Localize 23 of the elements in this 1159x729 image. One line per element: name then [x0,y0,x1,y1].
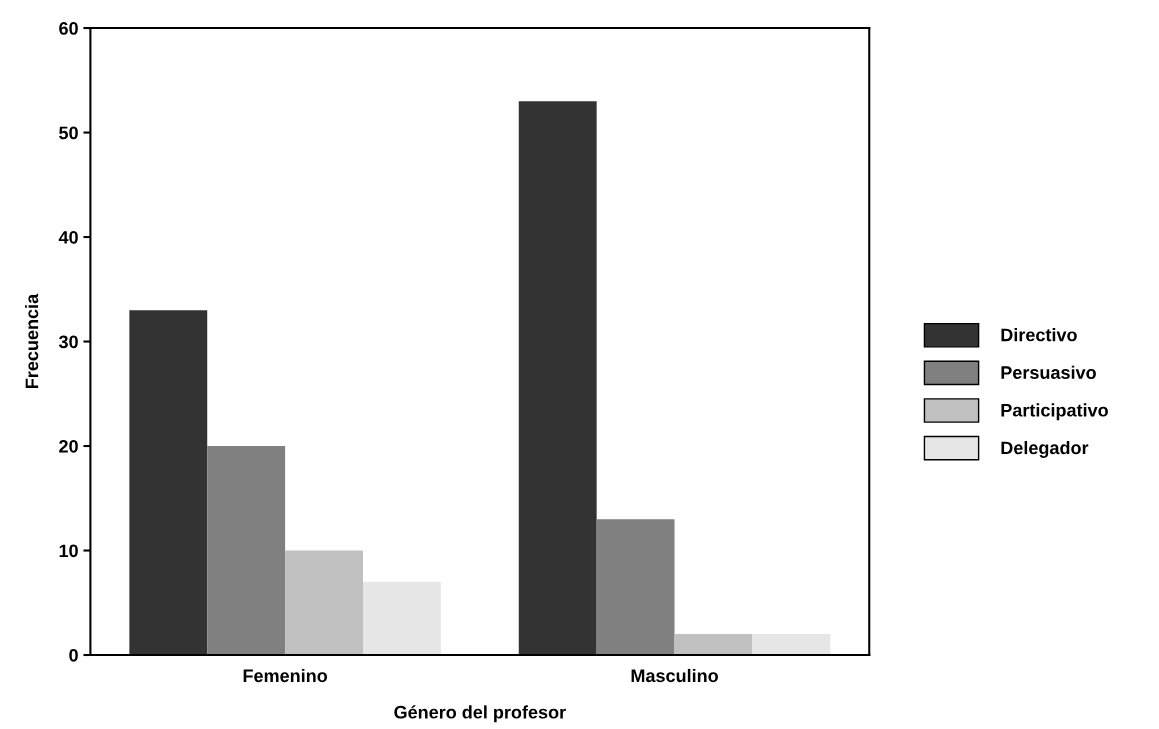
x-axis-title: Género del profesor [394,705,566,723]
y-tick-label: 0 [69,648,78,662]
y-tick-label: 40 [58,230,78,244]
bar [518,101,597,656]
y-axis-title: Frecuencia [25,293,39,388]
x-tick-label: Femenino [243,668,328,683]
y-tick-label: 10 [59,544,78,558]
y-tick-label: 50 [59,126,78,140]
x-tick-label: Masculino [631,668,718,683]
legend-label: Participativo [1001,403,1108,421]
bar [129,310,208,656]
bar [752,634,831,656]
y-tick-label: 30 [58,335,78,349]
bar [207,446,286,656]
legend-label: Delegador [1001,440,1089,458]
bar [674,634,753,656]
y-tick-label: 20 [59,439,78,453]
bar [363,581,441,656]
bar [596,519,675,656]
y-tick-label: 60 [59,22,78,35]
legend-label: Persuasivo [1001,365,1096,379]
bar [285,550,363,656]
legend-label: Directivo [1001,328,1077,342]
